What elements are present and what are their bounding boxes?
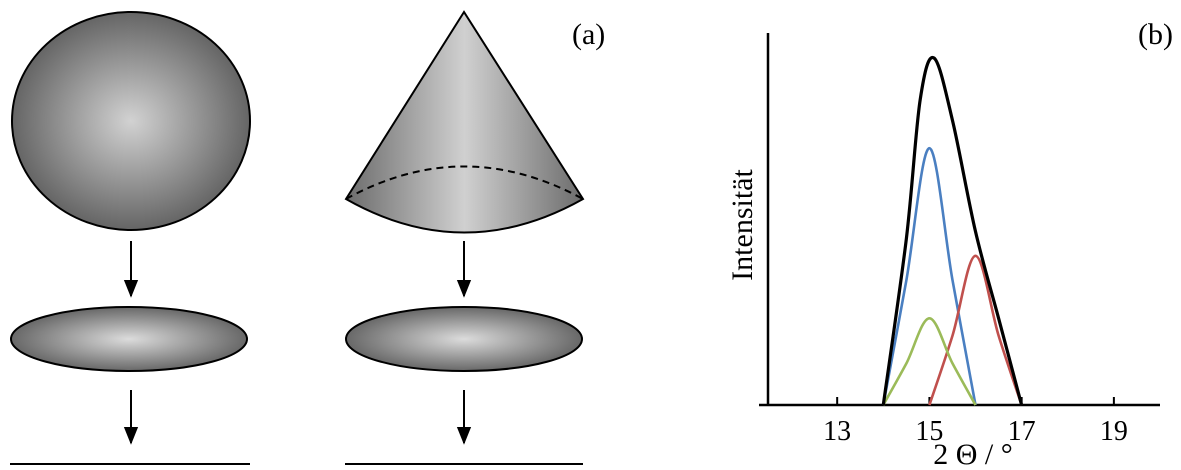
component-curve-2: [928, 254, 1023, 406]
component-curve-3: [882, 317, 977, 406]
x-tick-label: 17: [1008, 416, 1036, 447]
panel-b-label: (b): [1138, 18, 1173, 51]
x-tick-label: 13: [823, 416, 851, 447]
x-tick-label: 19: [1100, 416, 1128, 447]
x-tick-label: 15: [915, 416, 943, 447]
sphere-shape: [11, 11, 251, 231]
cone-shape: [344, 10, 585, 234]
y-axis-label: Intensität: [726, 169, 759, 281]
x-axis-label: 2 Θ / °: [933, 438, 1013, 470]
x-ticks: 13 15 17 19: [823, 397, 1128, 447]
panel-b: (b) Intensität 2 Θ / ° 13 15 17 19: [726, 18, 1173, 470]
flattened-disc-left: [10, 306, 248, 372]
panel-a: (a): [10, 10, 605, 465]
flattened-disc-right: [345, 306, 583, 372]
sum-intensity-curve: [881, 55, 1024, 406]
intensity-curves: [881, 55, 1024, 406]
component-curve-1: [882, 146, 977, 406]
panel-a-label: (a): [572, 18, 605, 51]
cone-base-dashed-arc: [345, 165, 584, 200]
